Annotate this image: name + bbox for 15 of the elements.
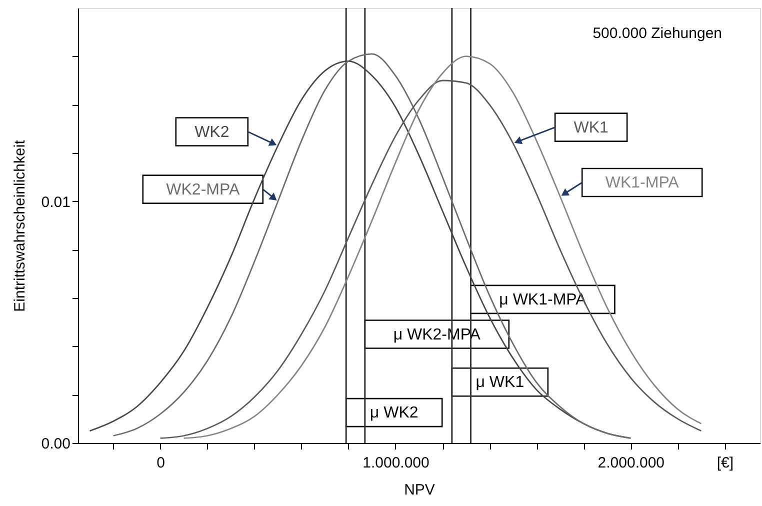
x-tick-label: 1.000.000 xyxy=(362,454,430,472)
x-tick-label: 0 xyxy=(156,454,165,472)
ref-line-label: μ WK1 xyxy=(476,374,524,392)
x-tick-label: [€] xyxy=(716,454,734,472)
text: WK1 xyxy=(574,119,609,136)
annotation: 500.000 Ziehungen xyxy=(592,25,722,42)
text: WK1-MPA xyxy=(605,174,680,192)
y-tick-label: 0.00 xyxy=(41,436,70,452)
text: WK2 xyxy=(194,124,230,141)
y-tick-label: 0.01 xyxy=(41,194,70,211)
x-tick-label: 2.000.000 xyxy=(598,454,665,472)
ref-line-label: μ WK2 xyxy=(370,404,418,422)
y-axis-title: Eintrittswahrscheinlichkeit xyxy=(11,139,28,312)
x-axis-title: NPV xyxy=(404,482,435,498)
text: WK2-MPA xyxy=(166,181,240,198)
